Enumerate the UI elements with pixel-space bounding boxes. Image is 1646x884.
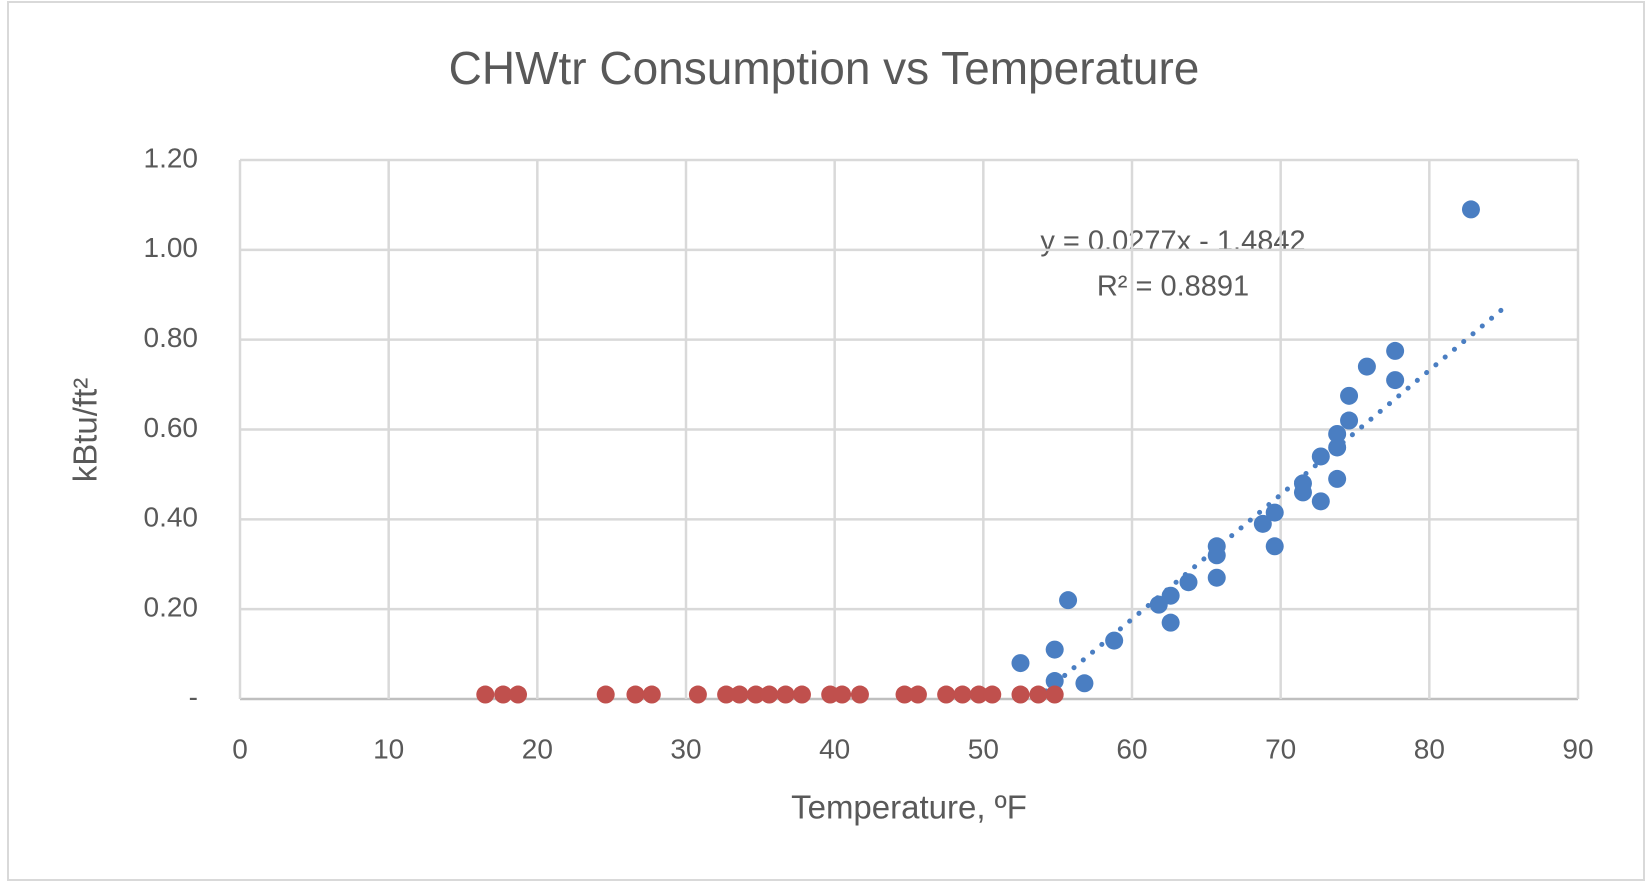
data-point [1045,685,1064,704]
data-point [626,685,645,704]
r-squared: R² = 0.8891 [1097,271,1249,303]
chart-border [7,1,1645,881]
x-tick-label: 10 [373,733,404,764]
x-tick-label: 0 [232,733,248,764]
data-point [476,685,495,704]
data-point [792,685,811,704]
x-tick-label: 30 [670,733,701,764]
data-point [1161,586,1180,605]
chart-title: CHWtr Consumption vs Temperature [449,42,1200,94]
y-tick-label: 1.20 [144,142,199,173]
x-axis-label: Temperature, ºF [791,789,1027,826]
y-tick-label: 0.80 [144,322,199,353]
data-point [1207,546,1226,565]
y-axis-label: kBtu/ft² [67,378,104,483]
data-point [1045,640,1064,659]
data-point [494,685,513,704]
data-point [1386,371,1405,390]
x-tick-label: 70 [1265,733,1296,764]
data-point [509,685,528,704]
data-point [1105,631,1124,650]
data-point [1179,573,1198,592]
trendline-equation: y = 0.0277x - 1.4842 [1040,226,1305,258]
data-point [1328,469,1347,488]
x-tick-label: 50 [968,733,999,764]
data-point [1265,503,1284,522]
x-tick-label: 40 [819,733,850,764]
data-point [760,685,779,704]
data-point [1461,200,1480,219]
data-point [776,685,795,704]
data-point [1386,341,1405,360]
data-point [1207,568,1226,587]
data-point [717,685,736,704]
y-tick-label: - [189,681,198,712]
data-point [1311,492,1330,511]
x-tick-label: 60 [1116,733,1147,764]
data-point [1293,483,1312,502]
data-point [730,685,749,704]
data-point [895,685,914,704]
data-point [1011,654,1030,673]
x-tick-label: 90 [1562,733,1593,764]
y-tick-label: 0.60 [144,412,199,443]
data-point [1340,386,1359,405]
data-point [1029,685,1048,704]
data-point [937,685,956,704]
y-tick-label: 0.20 [144,592,199,623]
y-tick-label: 0.40 [144,502,199,533]
data-point [908,685,927,704]
data-point [1253,514,1272,533]
data-point [1328,424,1347,443]
data-point [688,685,707,704]
data-point [1311,447,1330,466]
data-point [642,685,661,704]
data-point [746,685,765,704]
data-point [833,685,852,704]
data-point [1357,357,1376,376]
data-point [1059,591,1078,610]
x-tick-label: 80 [1414,733,1445,764]
data-point [1328,438,1347,457]
data-point [1340,411,1359,430]
data-point [1011,685,1030,704]
x-tick-label: 20 [522,733,553,764]
data-point [596,685,615,704]
data-point [969,685,988,704]
data-point [983,685,1002,704]
data-point [1075,674,1094,693]
data-point [1045,672,1064,691]
data-point [1161,613,1180,632]
y-tick-label: 1.00 [144,232,199,263]
data-point [850,685,869,704]
data-point [953,685,972,704]
data-point [1265,537,1284,556]
trendline [1034,305,1507,702]
